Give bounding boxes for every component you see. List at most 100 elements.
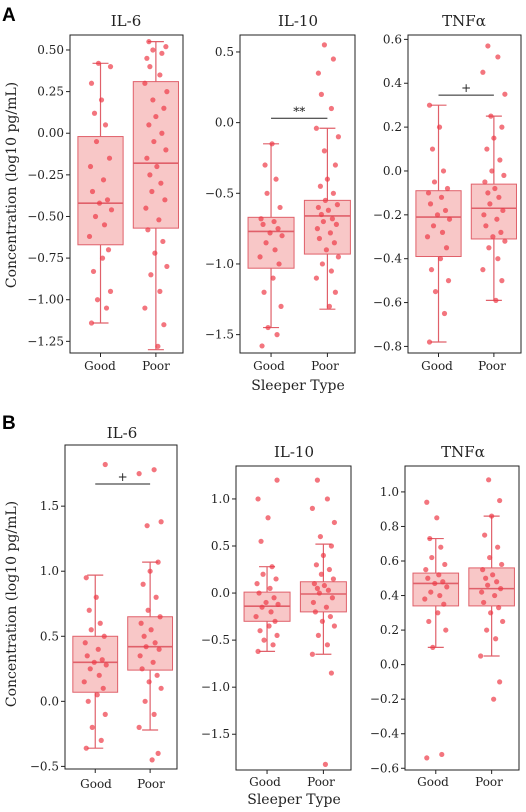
panel-b-il10-good-point <box>268 609 274 615</box>
panel-a-il6-poor-point <box>142 80 148 86</box>
panel-b-il10-poor-point <box>313 562 319 568</box>
panel-b-il6-poor-point <box>147 568 153 574</box>
panel-b-il6-good-point <box>89 724 95 730</box>
panel-b-il6-good-point <box>102 711 108 717</box>
panel-b-il10-good-point <box>253 613 259 620</box>
panel-a-il10-good-point <box>257 254 263 260</box>
panel-a-il10-good-point <box>258 216 264 222</box>
panel-a-il6-good-point <box>102 122 109 128</box>
panel-a-il6-good-point <box>87 163 94 170</box>
panel-b-il10-poor-point <box>319 618 325 624</box>
panel-b-il10-good-point <box>254 581 260 587</box>
panel-b-tnfa-xtick-poor: Poor <box>475 775 503 789</box>
panel-a-tnf-poor-point <box>480 69 486 75</box>
panel-a-il10-poor-point <box>318 91 324 97</box>
panel-a-il6-poor-point <box>146 39 152 45</box>
panel-a-tnfa-xtick-good: Good <box>421 359 453 373</box>
panel-b-il6-poor-point <box>149 757 155 763</box>
panel-a-il10-good-point <box>262 162 268 168</box>
panel-b-tnf-ytick-label: 0.0 <box>380 658 399 672</box>
panel-b-il10-ytick-label: −0.5 <box>201 633 230 647</box>
panel-b-il10-poor-point <box>317 533 323 540</box>
panel-a-il6-poor-point <box>164 263 170 270</box>
panel-b-il6-poor-point <box>151 467 157 473</box>
panel-b-tnfa-boxes <box>412 477 515 761</box>
panel-a-tnf-poor-point <box>491 135 497 141</box>
panel-a-il6-good-point <box>90 268 97 275</box>
panel-a-il10-poor-point <box>330 56 336 62</box>
panel-b-il10-poor-point <box>322 761 328 767</box>
panel-b-il10-good-point <box>255 496 261 502</box>
panel-a-tnfa-title: TNFα <box>442 12 486 30</box>
panel-a-il10-poor-point <box>333 221 339 227</box>
panel-b-il6-poor-point <box>145 607 151 613</box>
panel-a-il6-boxes <box>77 39 179 351</box>
panel-b-il6-ytick-label: −0.5 <box>30 759 59 773</box>
panel-a-il10-good-point <box>265 324 271 331</box>
panel-b-tnf-good-point <box>442 561 448 568</box>
panel-b-il10-poor-point <box>329 595 335 601</box>
panel-b-tnf-good-point <box>436 572 442 578</box>
panel-a-il6-poor-point <box>155 343 161 349</box>
panel-b-tnf-poor-point <box>479 589 485 595</box>
panel-b-il10-ytick-label: 0.0 <box>211 586 230 600</box>
panel-a-tnf-good-box <box>415 190 462 258</box>
panel-b-il10-poor-point <box>315 632 321 639</box>
panel-a-il6-ytick-label: −1.00 <box>27 293 64 307</box>
panel-a-tnf-good-point <box>436 124 443 130</box>
panel-a-il10-poor-point <box>324 176 330 182</box>
panel-b-il10-poor-point <box>310 599 316 606</box>
panel-b-il6-poor-point <box>137 653 143 659</box>
panel-b-tnf-ytick-label: −0.6 <box>370 761 399 775</box>
panel-b-il10-xticks: Good Poor <box>249 770 335 789</box>
panel-a-tnf-good-point <box>446 216 453 222</box>
panel-a-tnf-good-point <box>434 212 441 218</box>
panel-b-il6-poor-point <box>143 644 149 650</box>
panel-b-il6-good-point <box>85 698 91 704</box>
panel-b-il6-poor-box <box>127 616 174 671</box>
panel-a-il10-poor-point <box>329 216 335 222</box>
panel-b-il6-poor-point <box>140 581 146 587</box>
panel-a-tnf-good-point <box>424 234 431 240</box>
panel-a-il10-poor-point <box>321 42 327 48</box>
panel-a-il10-poor-point <box>323 247 329 253</box>
panel-b-il10-poor-point <box>321 582 327 589</box>
panel-a-xlabel: Sleeper Type <box>251 378 345 394</box>
panel-a-tnf-poor-point <box>487 201 493 207</box>
panel-a-il10-poor-point <box>332 162 338 168</box>
panel-a-il6-poor-point <box>157 288 163 294</box>
panel-a-il6-poor-box <box>132 81 179 229</box>
panel-a-il10-good-point <box>259 343 265 349</box>
panel-a-il10-yticks: 0.5 0.0 −0.5 −1.0 −1.5 <box>205 45 240 342</box>
panel-a-tnf-good-point <box>427 201 434 207</box>
panel-a-tnf-poor-point <box>489 168 495 174</box>
panel-b-il10-ytick-label: −1.5 <box>201 727 230 741</box>
panel-a-il6-ytick-label: 0.50 <box>37 43 64 57</box>
panel-a-il6-poor-point <box>161 322 167 328</box>
panel-b-il10-poor-point <box>318 571 324 577</box>
panel-b-il10-good-point <box>257 628 263 634</box>
panel-a-il10-frame <box>239 34 356 354</box>
panel-b-il10-poor-point <box>325 587 331 593</box>
panel-a-tnf-poor-point <box>494 216 500 222</box>
panel-a-il6-good-point <box>92 213 99 220</box>
panel-a-tnf-poor-point <box>499 124 505 130</box>
panel-a-tnf-ytick-label: 0.2 <box>383 120 402 134</box>
panel-b-tnf-poor-point <box>498 586 504 592</box>
panel-b-il10-ytick-label: 0.5 <box>211 539 230 553</box>
panel-b-il6-poor-point <box>144 523 150 529</box>
panel-b-il6-frame <box>64 444 178 770</box>
panel-a-tnfa-yticks: 0.6 0.4 0.2 0.0 −0.2 −0.4 −0.6 −0.8 <box>373 32 408 353</box>
panel-a-tnf-good-point <box>442 207 449 214</box>
panel-a-il6-good-point <box>106 155 113 161</box>
panel-b-il6-poor-point <box>155 559 161 565</box>
panel-b-tnf-good-point <box>429 554 435 561</box>
panel-b-il10-frame <box>235 465 352 771</box>
panel-a-il6-good-point <box>105 247 112 253</box>
panel-a-il10-xtick-poor: Poor <box>311 359 339 373</box>
panel-a-il6-poor-point <box>159 50 165 56</box>
panel-b-il10-xtick-good: Good <box>249 775 281 789</box>
panel-b-xlabel: Sleeper Type <box>247 792 341 808</box>
panel-b-tnf-poor-point <box>487 554 493 561</box>
panel-b-il10-good-point <box>256 590 262 596</box>
